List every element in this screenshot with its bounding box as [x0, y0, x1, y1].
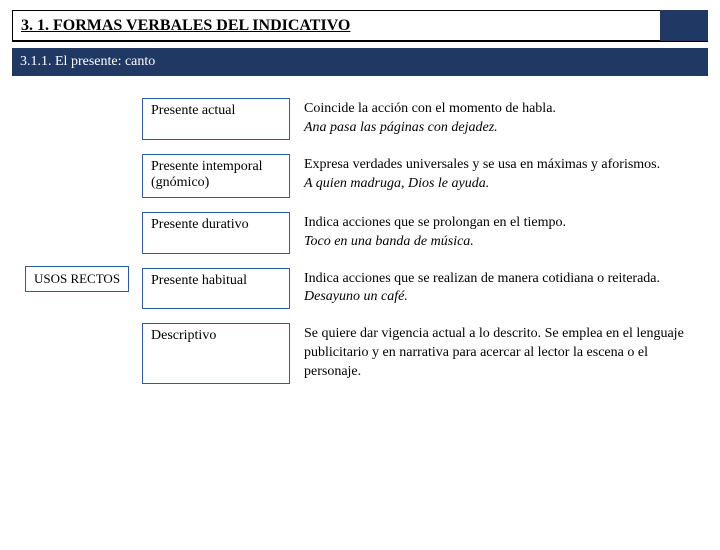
description-text: Coincide la acción con el momento de hab… — [304, 101, 556, 116]
term-label: Descriptivo — [151, 328, 216, 344]
term-box: Presente intemporal (gnómico) — [142, 154, 290, 198]
description-cell: Expresa verdades universales y se usa en… — [304, 154, 708, 198]
subtitle-bar: 3.1.1. El presente: canto — [12, 48, 708, 76]
description-text: Se quiere dar vigencia actual a lo descr… — [304, 326, 684, 379]
table-row: Descriptivo Se quiere dar vigencia actua… — [142, 323, 708, 384]
description-text: Indica acciones que se prolongan en el t… — [304, 215, 566, 230]
description-text: Indica acciones que se realizan de maner… — [304, 271, 660, 286]
example-text: A quien madruga, Dios le ayuda. — [304, 176, 489, 191]
table-row: Presente durativo Indica acciones que se… — [142, 212, 708, 254]
content-area: USOS RECTOS Presente actual Coincide la … — [12, 98, 708, 384]
example-text: Toco en una banda de música. — [304, 234, 474, 249]
subtitle-text: 3.1.1. El presente: canto — [20, 54, 155, 69]
term-label: Presente habitual — [151, 273, 247, 289]
term-box: Presente habitual — [142, 268, 290, 310]
term-box: Descriptivo — [142, 323, 290, 384]
example-text: Ana pasa las páginas con dejadez. — [304, 120, 498, 135]
usos-rectos-label: USOS RECTOS — [25, 266, 129, 292]
term-label: Presente durativo — [151, 217, 249, 233]
description-cell: Se quiere dar vigencia actual a lo descr… — [304, 323, 708, 384]
rows-container: Presente actual Coincide la acción con e… — [142, 98, 708, 384]
term-box: Presente actual — [142, 98, 290, 140]
term-label: Presente actual — [151, 103, 235, 119]
description-cell: Coincide la acción con el momento de hab… — [304, 98, 708, 140]
table-row: Presente habitual Indica acciones que se… — [142, 268, 708, 310]
term-label: Presente intemporal (gnómico) — [151, 159, 281, 191]
left-column: USOS RECTOS — [12, 98, 142, 292]
description-cell: Indica acciones que se prolongan en el t… — [304, 212, 708, 254]
title-bar: 3. 1. FORMAS VERBALES DEL INDICATIVO — [12, 10, 708, 42]
title-accent-block — [660, 10, 708, 41]
table-row: Presente actual Coincide la acción con e… — [142, 98, 708, 140]
example-text: Desayuno un café. — [304, 289, 408, 304]
term-box: Presente durativo — [142, 212, 290, 254]
description-cell: Indica acciones que se realizan de maner… — [304, 268, 708, 310]
description-text: Expresa verdades universales y se usa en… — [304, 157, 660, 172]
table-row: Presente intemporal (gnómico) Expresa ve… — [142, 154, 708, 198]
title-text: 3. 1. FORMAS VERBALES DEL INDICATIVO — [21, 17, 350, 34]
